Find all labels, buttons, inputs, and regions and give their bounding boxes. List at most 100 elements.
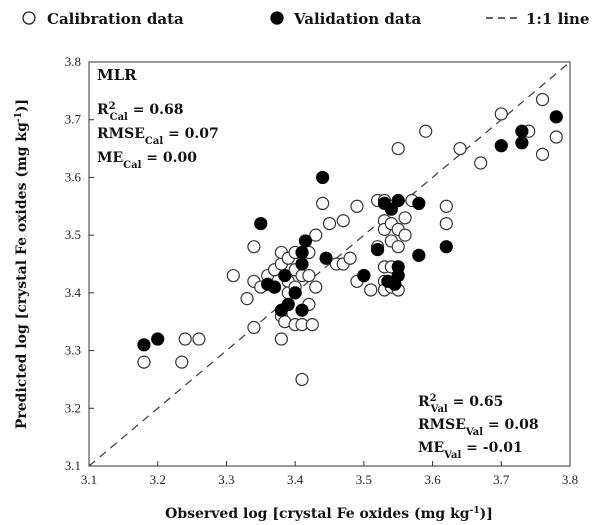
calibration-point xyxy=(398,211,412,225)
x-tick-label: 3.5 xyxy=(356,472,372,487)
validation-point xyxy=(151,332,165,346)
calibration-point xyxy=(494,107,508,121)
validation-point xyxy=(439,240,453,254)
calibration-point xyxy=(295,372,309,387)
validation-point xyxy=(384,202,398,216)
y-tick-label: 3.5 xyxy=(65,227,81,242)
validation-point xyxy=(391,268,405,283)
calibration-point xyxy=(474,156,488,170)
calibration-point xyxy=(240,292,254,306)
r2-cal-base: R xyxy=(97,102,109,118)
calibration-point xyxy=(343,251,357,265)
rmse-cal-stat: RMSECal = 0.07 xyxy=(97,126,219,147)
calibration-point xyxy=(439,217,453,231)
me-val-value: = -0.01 xyxy=(461,440,522,456)
legend-open-circle-icon xyxy=(22,11,36,25)
x-tick-label: 3.4 xyxy=(287,472,304,487)
validation-point xyxy=(295,245,309,260)
x-axis-title-sup: -1 xyxy=(470,506,480,516)
y-axis-title-pre: Predicted log [crystal Fe oxides (mg kg xyxy=(14,122,30,429)
rmse-val-stat: RMSEVal = 0.08 xyxy=(418,417,539,438)
x-axis-title-post: )] xyxy=(480,506,493,522)
validation-point xyxy=(494,139,508,153)
me-val-sub: Val xyxy=(443,450,461,461)
calibration-point xyxy=(391,141,405,156)
r2-val-sup: 2 xyxy=(430,393,437,404)
rmse-val-base: RMSE xyxy=(418,417,466,433)
rmse-cal-sub: Cal xyxy=(145,136,163,147)
model-label: MLR xyxy=(97,66,137,84)
calibration-point xyxy=(350,199,364,213)
data-points xyxy=(137,92,563,387)
x-tick-label: 3.2 xyxy=(150,472,166,487)
rmse-val-value: = 0.08 xyxy=(483,417,539,433)
validation-point xyxy=(515,136,529,150)
validation-point xyxy=(515,124,529,138)
rmse-cal-base: RMSE xyxy=(97,126,145,142)
calibration-point xyxy=(535,92,550,107)
calibration-point xyxy=(302,268,316,283)
x-tick-label: 3.7 xyxy=(493,472,510,487)
me-val-stat: MEVal = -0.01 xyxy=(418,440,523,461)
validation-point xyxy=(288,286,302,300)
validation-point xyxy=(137,338,151,352)
calibration-point xyxy=(309,280,323,294)
calibration-point xyxy=(549,130,563,144)
y-tick-label: 3.1 xyxy=(65,458,81,473)
r2-cal-stat: R2 Cal = 0.68 xyxy=(97,101,183,123)
validation-point xyxy=(549,110,563,124)
me-cal-value: = 0.00 xyxy=(141,150,197,166)
me-cal-sub: Cal xyxy=(123,160,141,171)
calibration-point xyxy=(247,320,261,335)
legend-line-label: 1:1 line xyxy=(526,10,589,28)
x-axis-ticks: 3.1 3.2 3.3 3.4 3.5 3.6 3.7 3.8 xyxy=(81,461,578,487)
calibration-point xyxy=(226,268,240,283)
y-tick-label: 3.4 xyxy=(65,285,82,300)
r2-val-value: = 0.65 xyxy=(448,394,504,410)
validation-point xyxy=(295,257,309,271)
rmse-val-sub: Val xyxy=(465,427,483,438)
y-axis-ticks: 3.1 3.2 3.3 3.4 3.5 3.6 3.7 3.8 xyxy=(65,54,94,473)
validation-point xyxy=(316,170,330,185)
legend: Calibration data Validation data 1:1 lin… xyxy=(22,10,589,28)
y-tick-label: 3.6 xyxy=(65,169,82,184)
calibration-point xyxy=(175,355,189,369)
validation-point xyxy=(391,193,405,208)
validation-point xyxy=(254,217,268,231)
calibration-point xyxy=(192,332,206,346)
r2-val-sub: Val xyxy=(430,404,448,415)
r2-cal-sub: Cal xyxy=(110,112,128,123)
validation-point xyxy=(298,234,313,248)
validation-point xyxy=(412,196,426,210)
plot-frame xyxy=(88,61,571,467)
calibration-point xyxy=(316,196,330,210)
calibration-point xyxy=(453,141,467,156)
validation-point xyxy=(278,268,292,283)
validation-point xyxy=(357,268,371,283)
me-val-base: ME xyxy=(418,440,444,456)
r2-cal-value: = 0.68 xyxy=(128,102,184,118)
legend-validation-label: Validation data xyxy=(293,10,421,28)
x-tick-label: 3.8 xyxy=(562,472,578,487)
y-tick-label: 3.2 xyxy=(65,400,81,415)
x-tick-label: 3.3 xyxy=(218,472,234,487)
r2-val-stat: R2 Val = 0.65 xyxy=(418,393,503,415)
legend-filled-circle-icon xyxy=(270,11,284,25)
calibration-point xyxy=(391,240,405,254)
r2-val-base: R xyxy=(418,394,430,410)
calibration-point xyxy=(398,228,412,242)
x-tick-label: 3.1 xyxy=(81,472,97,487)
x-axis-title-pre: Observed log [crystal Fe oxides (mg kg xyxy=(165,506,470,522)
calibration-point xyxy=(419,124,433,138)
y-tick-label: 3.7 xyxy=(65,112,82,127)
validation-point xyxy=(267,280,282,294)
calibration-point xyxy=(322,217,337,231)
y-axis-title-post: )] xyxy=(14,99,30,112)
validation-point xyxy=(412,248,426,262)
y-tick-label: 3.3 xyxy=(65,343,81,358)
y-tick-label: 3.8 xyxy=(65,54,81,69)
rmse-cal-value: = 0.07 xyxy=(163,126,219,142)
validation-point xyxy=(371,242,385,257)
y-axis-title-sup: -1 xyxy=(14,112,24,122)
calibration-point xyxy=(305,318,319,332)
